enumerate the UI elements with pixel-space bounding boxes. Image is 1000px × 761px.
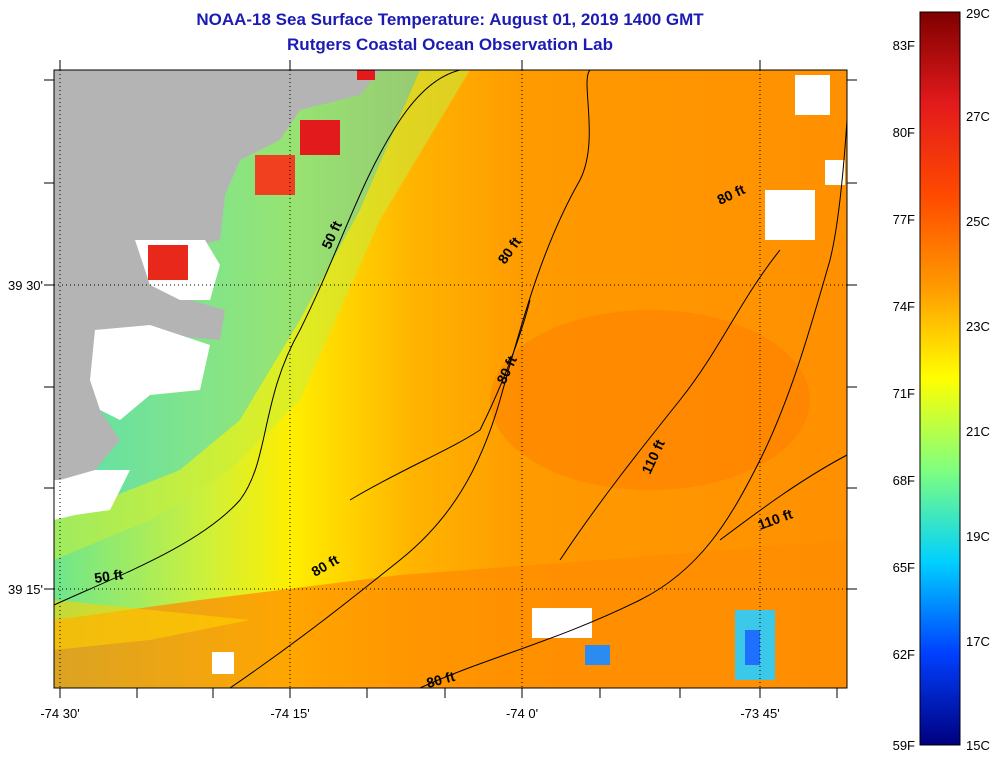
nodata-cloud-1 [765, 190, 815, 240]
lon-label-74-30: -74 30' [40, 706, 79, 721]
contour-misc [349, 299, 531, 501]
contour-80ft-south [419, 119, 847, 688]
colorbar-c-25: 25C [966, 214, 990, 229]
nodata-coast [54, 470, 130, 520]
lon-label-73-45: -73 45' [740, 706, 779, 721]
colorbar-f-80: 80F [893, 125, 915, 140]
warm-bay-pixels-3 [300, 120, 340, 155]
cool-pixels-2 [585, 645, 610, 665]
colorbar-c-21: 21C [966, 424, 990, 439]
colorbar-c-29: 29C [966, 6, 990, 21]
colorbar-f-65: 65F [893, 560, 915, 575]
warm-southern-band [54, 540, 847, 688]
axis-ticks [44, 60, 857, 698]
map-title-line1: NOAA-18 Sea Surface Temperature: August … [196, 10, 704, 29]
colorbar-c-15: 15C [966, 738, 990, 753]
colorbar [919, 11, 961, 746]
cool-patch-core [745, 630, 760, 665]
colorbar-f-62: 62F [893, 647, 915, 662]
colorbar-f-59: 59F [893, 738, 915, 753]
colorbar-labels: 83F 80F 77F 74F 71F 68F 65F 62F 59F 29C … [893, 6, 990, 753]
map-title-line2: Rutgers Coastal Ocean Observation Lab [287, 35, 613, 54]
graticule [54, 70, 847, 688]
contour-label-9: 80 ft [425, 668, 457, 691]
southwest-warm-patch [54, 600, 250, 688]
offshore-warm-patch [490, 310, 810, 490]
nodata-cloud-5 [212, 652, 234, 674]
contour-110ft [559, 249, 781, 561]
colorbar-c-17: 17C [966, 634, 990, 649]
land-new-jersey [54, 70, 380, 425]
contour-50ft [54, 70, 461, 606]
lat-label-39-15: 39 15' [8, 582, 43, 597]
warm-bay-pixels-2 [255, 155, 295, 195]
colorbar-f-77: 77F [893, 212, 915, 227]
land-cape-may [54, 410, 120, 480]
lon-label-74-0: -74 0' [506, 706, 538, 721]
contour-label-7: 50 ft [93, 566, 124, 586]
lon-label-74-15: -74 15' [270, 706, 309, 721]
colorbar-c-19: 19C [966, 529, 990, 544]
map-frame [53, 69, 848, 689]
sst-map: 50 ft 80 ft 80 ft 80 ft 110 ft 110 ft 50… [54, 70, 847, 691]
contour-80ft [229, 70, 591, 688]
nodata-cloud-3 [825, 160, 845, 185]
colorbar-c-27: 27C [966, 109, 990, 124]
warm-bay-pixels-1 [148, 245, 188, 280]
warm-bay-pixels-4 [357, 70, 375, 80]
colorbar-c-23: 23C [966, 319, 990, 334]
bathymetry-contours [54, 70, 847, 688]
nodata-cloud-2 [795, 75, 830, 115]
colorbar-f-71: 71F [893, 386, 915, 401]
colorbar-f-68: 68F [893, 473, 915, 488]
nodata-cloud-4 [532, 608, 592, 638]
contour-110ft-east [719, 454, 847, 541]
colorbar-f-74: 74F [893, 299, 915, 314]
nodata-bay [90, 325, 210, 420]
colorbar-f-83: 83F [893, 38, 915, 53]
lat-label-39-30: 39 30' [8, 278, 43, 293]
